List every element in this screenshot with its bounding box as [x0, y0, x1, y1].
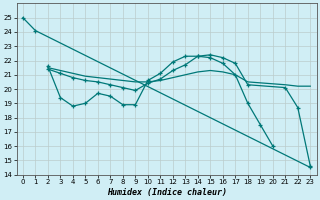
X-axis label: Humidex (Indice chaleur): Humidex (Indice chaleur) — [107, 188, 227, 197]
